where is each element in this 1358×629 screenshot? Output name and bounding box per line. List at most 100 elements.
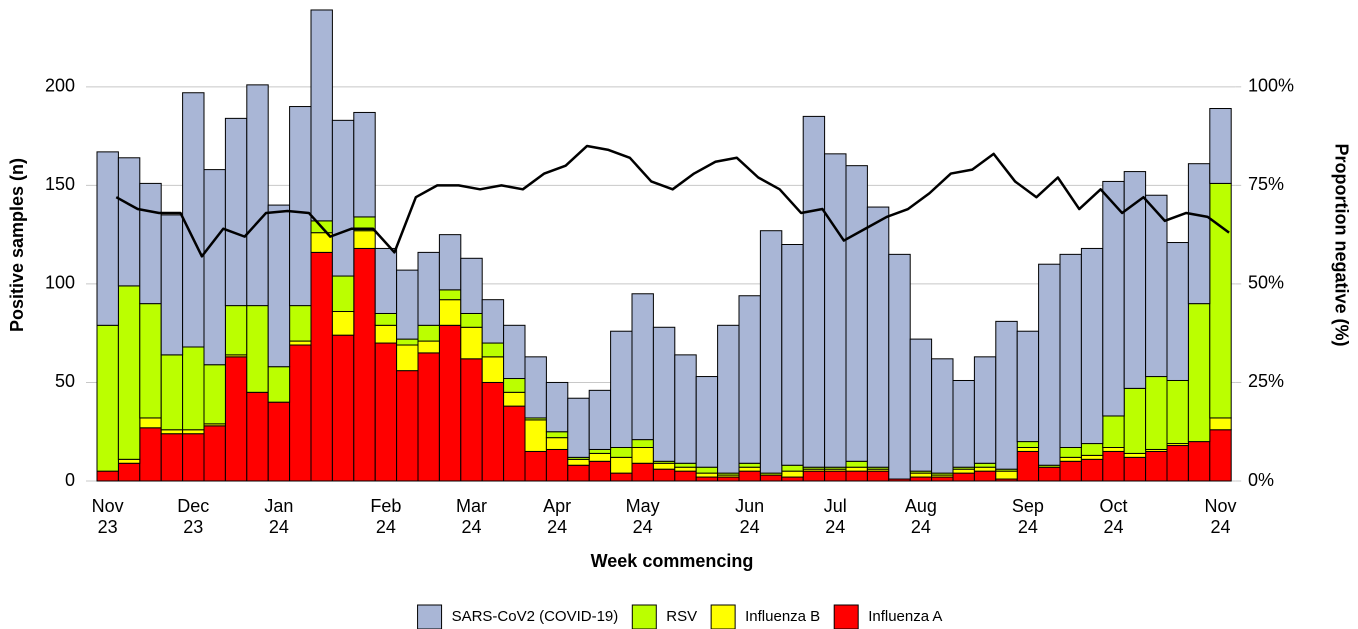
bar-segment: [1080, 443, 1104, 456]
bar-segment: [374, 342, 398, 482]
y2-tick-label: 50%: [1248, 273, 1284, 293]
bar-segment: [1102, 415, 1125, 448]
x-tick-label: Jan 24: [264, 496, 294, 537]
bar-segment: [503, 405, 526, 482]
bar-segment: [567, 464, 590, 482]
bar-segment: [588, 452, 612, 462]
bar-segment: [289, 305, 312, 342]
x-tick-label: Aug 24: [904, 496, 937, 537]
bar-segment: [267, 401, 291, 482]
bar-segment: [545, 381, 569, 433]
x-tick-label: Nov 24: [1204, 496, 1237, 537]
bar-segment: [610, 472, 633, 482]
bar-segment: [160, 429, 184, 435]
x-tick-label: Mar 24: [456, 496, 487, 537]
bar-segment: [417, 340, 440, 354]
bar-segment: [674, 466, 697, 472]
x-axis-title: Week commencing: [591, 551, 754, 571]
bar-segment: [203, 169, 226, 366]
bar-segment: [1016, 330, 1040, 443]
bar-segment: [460, 312, 483, 328]
bar-segment: [1059, 456, 1082, 462]
bar-segment: [738, 295, 761, 464]
y2-tick-label: 100%: [1248, 76, 1294, 96]
bar-segment: [631, 462, 654, 482]
bar-segment: [203, 364, 226, 425]
bar-segment: [160, 214, 184, 356]
bar-segment: [396, 370, 419, 482]
bar-segment: [438, 234, 462, 291]
bar-segment: [203, 425, 226, 482]
bar-segment: [1080, 454, 1104, 460]
bar-segment: [353, 230, 376, 249]
bar-segment: [888, 253, 911, 480]
legend-label: Influenza A: [868, 608, 942, 625]
bar-segment: [396, 344, 419, 372]
bar-segment: [973, 466, 997, 472]
bar-segment: [631, 293, 654, 441]
bar-segment: [524, 419, 547, 452]
y-tick-label: 150: [45, 174, 75, 194]
bar-segment: [1059, 460, 1082, 482]
bar-segment: [438, 289, 462, 301]
bar-segment: [331, 334, 355, 482]
bar-segment: [117, 157, 141, 287]
bar-segment: [567, 458, 590, 466]
bar-segment: [909, 338, 933, 472]
bar-segment: [460, 257, 483, 314]
bar-segment: [545, 448, 569, 482]
bar-segment: [1123, 456, 1147, 482]
bar-segment: [695, 476, 719, 482]
bar-segment: [610, 456, 633, 474]
bar-segment: [374, 312, 398, 326]
bar-segment: [139, 417, 162, 429]
bar-segment: [503, 391, 526, 407]
legend-label: Influenza B: [745, 608, 820, 625]
x-tick-label: Nov 23: [91, 496, 124, 537]
bar-segment: [1145, 450, 1168, 482]
bar-segment: [224, 117, 248, 307]
bar-segment: [652, 462, 676, 470]
bar-segment: [781, 476, 804, 482]
bar-segment: [503, 378, 526, 393]
bar-segment: [588, 448, 612, 454]
bar-segment: [267, 366, 291, 403]
bar-segment: [866, 206, 890, 468]
bar-segment: [781, 244, 804, 466]
bar-segment: [310, 251, 333, 482]
bar-segment: [524, 450, 547, 482]
bar-segment: [331, 275, 355, 313]
bar-segment: [973, 356, 997, 464]
bar-segment: [182, 433, 205, 482]
bar-segment: [931, 476, 954, 482]
bar-segment: [417, 324, 440, 342]
bar-segment: [781, 464, 804, 472]
x-tick-label: May 24: [625, 496, 660, 537]
bar-segment: [545, 431, 569, 439]
bar-segment: [802, 470, 826, 482]
bar-segment: [588, 460, 612, 482]
bar-segment: [824, 153, 847, 468]
bar-segment: [182, 346, 205, 431]
bar-segment: [1187, 441, 1211, 482]
bar-segment: [695, 376, 719, 468]
legend-label: RSV: [666, 608, 697, 625]
bar-segment: [1166, 379, 1189, 445]
bar-segment: [481, 342, 505, 358]
bar-segment: [1145, 194, 1168, 378]
bar-segment: [289, 344, 312, 482]
bar-segment: [289, 340, 312, 346]
bar-segment: [1209, 429, 1232, 482]
bar-segment: [1038, 263, 1061, 466]
bar-segment: [481, 356, 505, 383]
bar-segment: [759, 230, 783, 474]
bar-segment: [246, 391, 269, 482]
bar-segment: [1209, 182, 1232, 419]
bar-segment: [417, 352, 440, 482]
bar-segment: [1016, 446, 1040, 452]
bar-segment: [460, 326, 483, 360]
bar-segment: [524, 356, 547, 419]
bar-segment: [695, 466, 719, 474]
legend-label: SARS-CoV2 (COVID-19): [452, 608, 619, 625]
